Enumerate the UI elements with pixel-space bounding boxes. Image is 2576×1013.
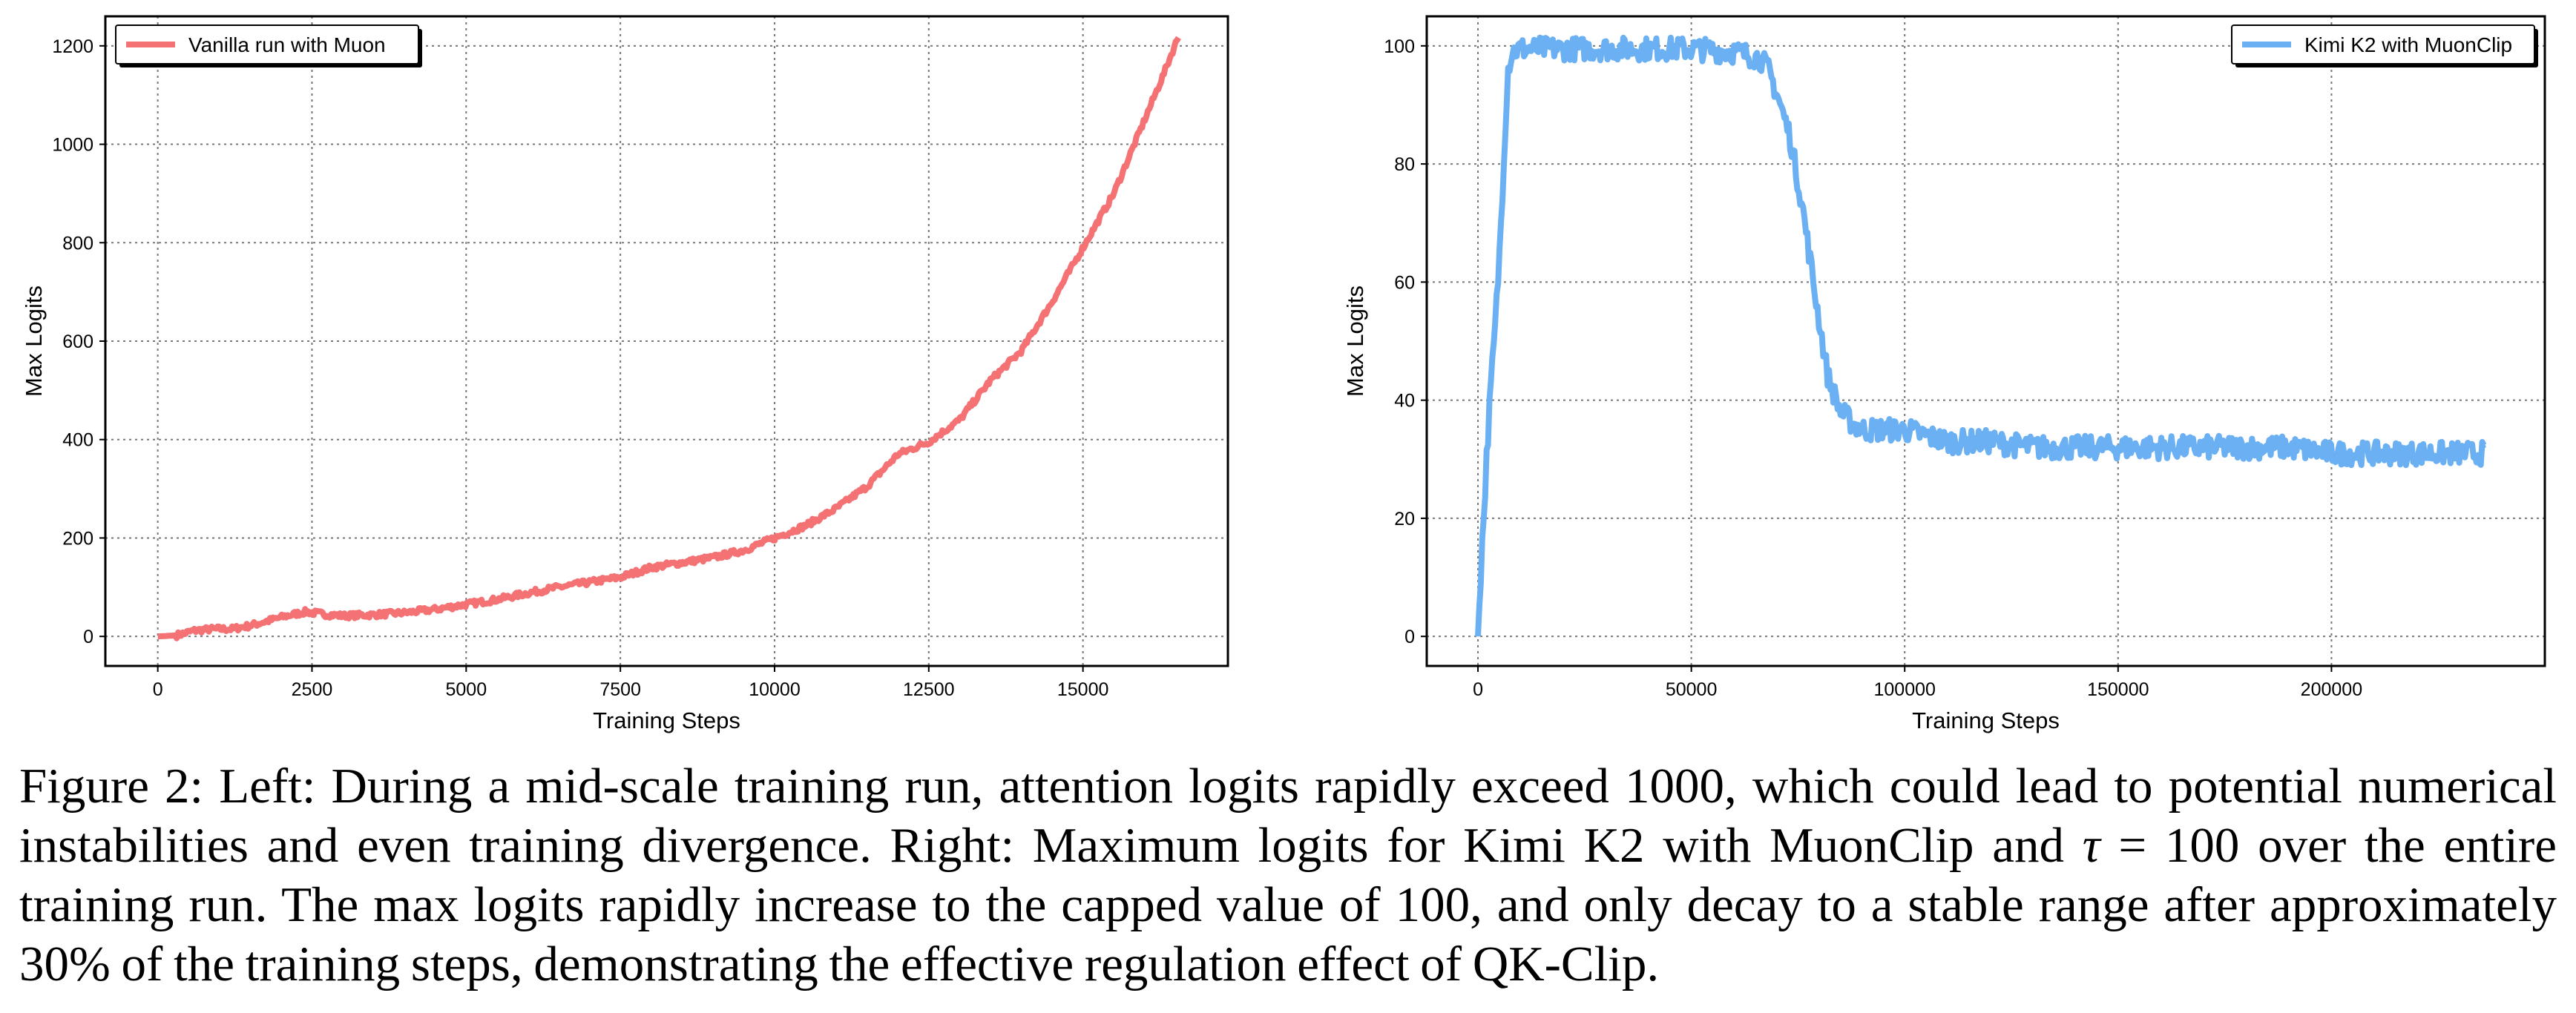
y-tick-label: 400 [62,430,93,451]
y-axis-label: Max Logits [1342,286,1368,397]
caption-suffix: = 100 over the entire training run. The … [19,818,2557,991]
x-tick-label: 7500 [599,679,641,700]
legend: Kimi K2 with MuonClip [2231,24,2538,67]
y-tick-label: 40 [1394,391,1415,412]
x-axis-label: Training Steps [593,707,740,733]
y-tick-label: 100 [1384,36,1415,57]
caption-tau: τ [2082,818,2100,873]
y-tick-label: 20 [1394,509,1415,529]
y-tick-label: 60 [1394,272,1415,293]
legend-label: Vanilla run with Muon [188,33,386,56]
legend: Vanilla run with Muon [115,24,422,67]
left-chart: 0 2500 5000 7500 10000 12500 15000 0 200 400 600 80… [21,15,1229,733]
legend-box [2231,24,2535,65]
y-tick-label: 600 [62,331,93,352]
y-tick-label: 1200 [52,36,93,57]
plot-frame [1425,15,2546,667]
x-tick-label: 12500 [903,679,955,700]
series-line [1475,34,2487,637]
x-tick-label: 5000 [446,679,487,700]
y-tick-label: 200 [62,528,93,549]
figure-caption: Figure 2: Left: During a mid-scale train… [19,756,2557,994]
x-axis-label: Training Steps [1912,707,2060,733]
series-line [156,36,1181,641]
caption-prefix: Figure 2: Left: During a mid-scale train… [19,759,2557,873]
y-tick-label: 80 [1394,154,1415,175]
x-tick-label: 50000 [1666,679,1718,700]
y-tick-label: 0 [1404,627,1415,647]
x-tick-label: 150000 [2087,679,2149,700]
x-tick-label: 0 [1473,679,1483,700]
legend-label: Kimi K2 with MuonClip [2304,33,2512,56]
x-tick-label: 2500 [292,679,333,700]
y-tick-label: 800 [62,233,93,254]
x-tick-label: 0 [153,679,163,700]
y-axis-label: Max Logits [21,286,47,397]
right-chart: 0 50000 100000 150000 200000 0 20 40 60 80 100 Trai… [1342,15,2546,733]
x-tick-label: 15000 [1057,679,1109,700]
y-tick-label: 0 [83,627,93,647]
x-tick-label: 200000 [2301,679,2362,700]
x-tick-label: 10000 [749,679,801,700]
x-tick-label: 100000 [1873,679,1935,700]
y-tick-label: 1000 [52,135,93,156]
figure: 0 2500 5000 7500 10000 12500 15000020040060080… [21,15,2546,733]
legend-box [115,24,419,65]
